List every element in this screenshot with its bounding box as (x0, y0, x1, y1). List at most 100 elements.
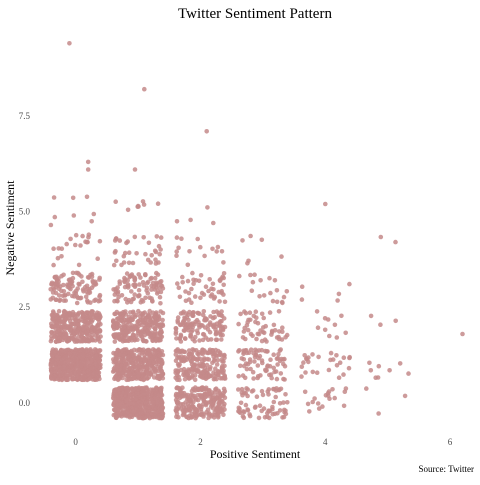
data-point (147, 353, 153, 359)
data-point (221, 282, 226, 288)
data-point (136, 374, 141, 379)
data-point (368, 368, 374, 373)
data-point (156, 409, 161, 414)
data-point (80, 233, 85, 239)
data-point (184, 322, 189, 328)
data-point (145, 328, 151, 334)
data-point (158, 279, 164, 284)
data-point (157, 251, 162, 257)
data-point (123, 309, 128, 314)
x-tick-label: 0 (73, 437, 78, 447)
data-point (118, 337, 123, 342)
data-point (86, 235, 91, 240)
data-point (310, 399, 316, 405)
data-point (387, 368, 392, 373)
data-points (48, 41, 465, 421)
data-point (316, 354, 321, 360)
data-point (123, 347, 129, 352)
data-point (217, 299, 222, 304)
data-point (143, 272, 148, 278)
data-point (241, 363, 247, 369)
data-point (256, 355, 261, 361)
data-point (155, 201, 161, 206)
data-point (153, 388, 159, 394)
data-point (214, 249, 219, 254)
data-point (181, 366, 187, 372)
data-point (153, 315, 159, 321)
data-point (253, 347, 258, 353)
data-point (61, 272, 66, 278)
data-point (71, 376, 76, 382)
data-point (199, 409, 204, 415)
data-point (268, 290, 273, 296)
data-point (156, 357, 162, 363)
data-point (252, 272, 257, 278)
data-point (198, 295, 203, 301)
data-point (85, 167, 91, 172)
data-point (236, 373, 241, 379)
data-point (207, 373, 213, 379)
data-point (241, 329, 247, 334)
data-point (241, 415, 247, 421)
data-point (84, 194, 90, 200)
data-point (74, 330, 80, 336)
data-point (335, 298, 340, 303)
data-point (83, 294, 89, 300)
data-point (120, 314, 126, 319)
data-point (240, 238, 245, 243)
data-point (51, 246, 56, 251)
data-point (182, 410, 187, 416)
data-point (56, 293, 62, 298)
data-point (126, 411, 132, 417)
data-point (201, 309, 207, 314)
data-point (201, 362, 206, 368)
data-point (55, 329, 61, 334)
data-point (192, 294, 198, 299)
data-point (210, 281, 216, 287)
data-point (272, 278, 278, 283)
data-point (261, 293, 267, 298)
data-point (139, 357, 144, 362)
data-point (393, 239, 398, 245)
data-point (155, 414, 161, 419)
data-point (249, 288, 255, 294)
data-point (265, 364, 270, 369)
data-point (61, 364, 67, 370)
data-point (154, 280, 159, 286)
data-point (49, 324, 54, 329)
data-point (281, 361, 286, 367)
data-point (339, 313, 344, 319)
data-point (273, 369, 279, 374)
data-point (281, 400, 286, 405)
data-point (252, 405, 258, 410)
data-point (142, 358, 148, 363)
data-point (148, 317, 153, 322)
data-point (127, 365, 133, 371)
data-point (194, 408, 199, 414)
data-point (209, 292, 215, 297)
data-point (154, 349, 160, 355)
data-point (222, 373, 227, 378)
data-point (148, 333, 154, 338)
data-point (198, 273, 204, 278)
data-point (85, 338, 90, 344)
data-point (159, 349, 165, 354)
data-point (121, 260, 127, 265)
data-point (334, 363, 340, 368)
data-point (93, 361, 99, 367)
data-point (136, 272, 141, 277)
data-point (249, 389, 255, 394)
data-point (160, 286, 166, 291)
data-point (141, 235, 146, 240)
data-point (195, 351, 200, 356)
data-point (178, 339, 184, 344)
data-point (460, 331, 465, 337)
data-point (184, 325, 189, 331)
data-point (342, 389, 348, 395)
data-point (116, 294, 121, 300)
data-point (72, 371, 78, 376)
data-point (216, 388, 221, 394)
data-point (221, 412, 226, 418)
data-point (156, 368, 162, 374)
